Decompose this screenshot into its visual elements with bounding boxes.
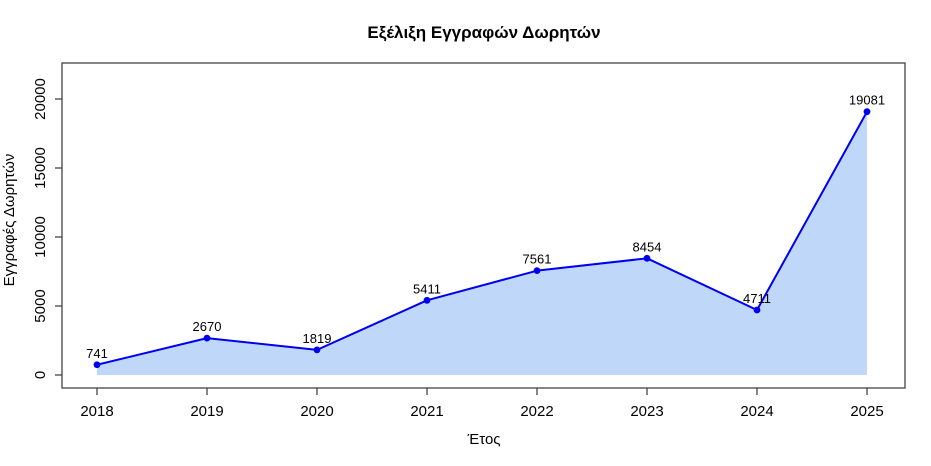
x-tick-label: 2023 xyxy=(630,403,663,420)
chart-title: Εξέλιξη Εγγραφών Δωρητών xyxy=(367,23,600,42)
y-axis-title: Εγγραφές Δωρητών xyxy=(1,154,18,287)
y-axis: 0 5000 10000 15000 20000 xyxy=(32,78,62,379)
x-tick-label: 2019 xyxy=(190,403,223,420)
y-tick-label: 0 xyxy=(32,371,49,379)
data-points-layer xyxy=(93,108,871,369)
x-axis: 2018 2019 2020 2021 2022 2023 2024 2025 xyxy=(80,388,884,420)
x-tick-label: 2018 xyxy=(80,403,113,420)
x-tick-label: 2025 xyxy=(850,403,883,420)
data-point xyxy=(93,361,101,369)
data-point xyxy=(533,267,541,275)
x-tick-label: 2020 xyxy=(300,403,333,420)
data-point-label: 19081 xyxy=(849,93,885,108)
x-tick-label: 2021 xyxy=(410,403,443,420)
y-tick-label: 15000 xyxy=(32,147,49,189)
data-point-label: 1819 xyxy=(303,331,332,346)
series-line xyxy=(96,110,868,366)
data-point-label: 8454 xyxy=(633,239,662,254)
data-point xyxy=(203,334,211,342)
x-tick-label: 2024 xyxy=(740,403,773,420)
series-line-layer xyxy=(96,110,868,366)
data-point-labels-layer: 741 2670 1819 5411 7561 8454 4711 19081 xyxy=(86,93,885,361)
y-tick-label: 10000 xyxy=(32,216,49,258)
data-point-label: 7561 xyxy=(523,252,552,267)
area-fill-layer xyxy=(97,111,867,376)
data-point-label: 741 xyxy=(86,346,108,361)
data-point-label: 2670 xyxy=(193,319,222,334)
data-point xyxy=(313,346,321,354)
plot-box xyxy=(61,62,906,389)
data-point xyxy=(423,296,431,304)
data-point xyxy=(753,306,761,314)
data-point-label: 5411 xyxy=(413,281,441,296)
x-tick-label: 2022 xyxy=(520,403,553,420)
data-point-label: 4711 xyxy=(743,291,771,306)
x-axis-title: Έτος xyxy=(466,431,500,448)
data-point xyxy=(863,108,871,116)
y-tick-label: 20000 xyxy=(32,78,49,120)
data-point xyxy=(643,254,651,262)
area-fill xyxy=(97,111,867,376)
y-tick-label: 5000 xyxy=(32,289,49,322)
